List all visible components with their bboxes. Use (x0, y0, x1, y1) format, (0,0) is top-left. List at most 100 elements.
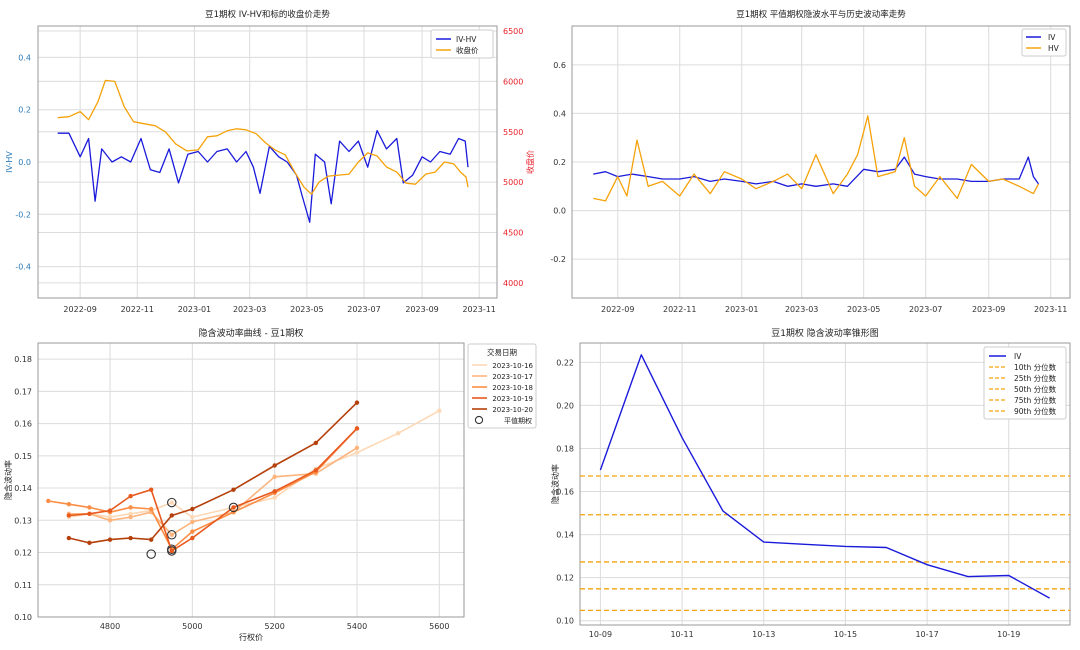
plot-frame (37, 25, 498, 299)
series-point (66, 535, 72, 541)
x-tick-label: 2023-11 (1034, 305, 1067, 314)
series-point (190, 529, 195, 534)
y2-axis-label: 收盘价 (525, 150, 535, 174)
series-point (272, 495, 277, 500)
legend-label: 50th 分位数 (1014, 384, 1057, 394)
series-point (66, 501, 72, 507)
y-tick-label: 0.20 (556, 401, 574, 410)
y-tick-label: 0.18 (14, 355, 32, 364)
x-tick-label: 2023-03 (785, 305, 818, 314)
y-tick-label: -0.2 (15, 210, 31, 219)
plot-frame (579, 342, 1071, 626)
legend-label: 2023-10-18 (492, 384, 533, 392)
series-point (437, 408, 442, 413)
series-point (354, 450, 360, 455)
x-tick-label: 5200 (264, 622, 284, 631)
y2-tick-label: 5000 (503, 178, 523, 187)
x-tick-label: 5600 (429, 622, 449, 631)
series-line (57, 79, 469, 195)
atm-marker (167, 546, 177, 556)
legend-box (1021, 28, 1067, 57)
series-point (169, 513, 174, 518)
legend-label: 2023-10-16 (492, 362, 533, 370)
series-line (68, 427, 358, 552)
y-axis-label: IV-HV (5, 151, 14, 173)
y2-tick-label: 5500 (503, 128, 523, 137)
series-point (395, 431, 401, 436)
legend-label: 2023-10-19 (492, 395, 533, 403)
series-line (57, 129, 469, 223)
series-point (313, 440, 319, 446)
x-tick-label: 5400 (347, 622, 367, 631)
y-axis-label: 隐含波动率 (3, 460, 13, 500)
legend-label: 10th 分位数 (1014, 362, 1057, 372)
series-point (354, 426, 360, 431)
chart-title: 豆1期权 隐含波动率锥形图 (771, 327, 879, 339)
series-point (107, 518, 113, 523)
x-tick-label: 2023-03 (233, 305, 266, 314)
legend-label: 收盘价 (456, 45, 479, 55)
series-point (190, 535, 195, 541)
series-point (231, 505, 236, 510)
x-tick-label: 2023-09 (405, 305, 438, 314)
series-point (272, 474, 277, 479)
x-tick-label: 10-09 (589, 630, 612, 639)
plot-frame (37, 342, 465, 618)
x-tick-label: 10-15 (834, 630, 857, 639)
series-point (190, 506, 195, 512)
x-tick-label: 10-19 (997, 630, 1020, 639)
y-tick-label: 0.4 (553, 109, 566, 118)
atm-marker (167, 530, 177, 540)
chart-title: 豆1期权 平值期权隐波水平与历史波动率走势 (736, 9, 906, 20)
y-tick-label: 0.10 (14, 613, 32, 622)
series-point (231, 510, 236, 515)
y-tick-label: 0.22 (556, 358, 574, 367)
legend-label: 90th 分位数 (1014, 406, 1057, 416)
legend-label: 25th 分位数 (1014, 373, 1057, 383)
series-point (148, 506, 154, 512)
legend-label: IV (1014, 352, 1022, 361)
x-tick-label: 2022-09 (601, 305, 634, 314)
series-point (128, 505, 133, 510)
x-tick-label: 2023-01 (725, 305, 758, 314)
atm-marker (228, 502, 239, 513)
x-tick-label: 2022-11 (121, 305, 154, 314)
legend-label: IV (1048, 33, 1056, 42)
y-tick-label: 0.18 (556, 444, 574, 453)
series-point (148, 487, 154, 492)
y-tick-label: 0.2 (18, 106, 31, 115)
series-line (593, 115, 1040, 202)
y-tick-label: 0.12 (14, 549, 32, 558)
chart-iv-cone: 0.10 0.12 0.14 0.16 0.18 0.20 0.22 10-09 10-11 10… (550, 327, 1071, 639)
x-tick-label: 2022-09 (63, 305, 96, 314)
series-point (272, 463, 277, 468)
y-tick-label: 0.17 (14, 387, 32, 396)
legend-label: 75th 分位数 (1014, 395, 1057, 405)
y-tick-label: 0.16 (556, 488, 574, 497)
atm-marker (167, 497, 177, 508)
series-point (354, 445, 360, 450)
y2-tick-label: 6500 (503, 27, 523, 36)
chart-title: 豆1期权 IV-HV和标的收盘价走势 (205, 9, 330, 20)
series-point (272, 489, 277, 494)
series-point (107, 514, 113, 520)
legend-label: HV (1048, 44, 1060, 53)
series-point (128, 535, 133, 541)
y-tick-label: 0.4 (18, 53, 31, 62)
y-tick-label: 0.6 (553, 61, 566, 70)
y-tick-label: 0.0 (18, 158, 31, 167)
series-line (599, 354, 1050, 599)
x-tick-label: 10-17 (915, 630, 938, 639)
y-tick-label: 0.16 (14, 420, 32, 429)
y-tick-label: 0.14 (14, 484, 32, 493)
legend-title: 交易日期 (487, 347, 517, 357)
series-point (231, 487, 236, 492)
chart-title: 隐含波动率曲线 - 豆1期权 (199, 327, 304, 339)
y-tick-label: -0.2 (550, 255, 566, 264)
series-point (87, 540, 92, 546)
y-tick-label: 0.15 (14, 452, 32, 461)
y2-tick-label: 4000 (503, 279, 523, 288)
x-tick-label: 2023-05 (847, 305, 880, 314)
x-tick-label: 2023-07 (909, 305, 942, 314)
